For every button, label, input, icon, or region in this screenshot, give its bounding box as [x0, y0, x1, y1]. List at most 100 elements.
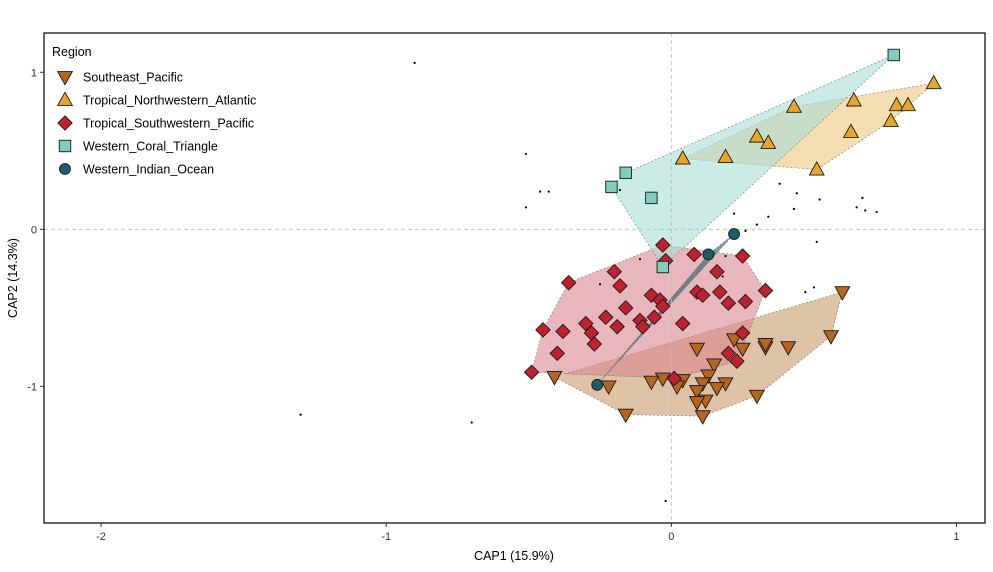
y-axis-title: CAP2 (14.3%) — [6, 238, 20, 318]
legend-label-western-indian-ocean: Western_Indian_Ocean — [83, 163, 214, 177]
point-tropical-southwestern-pacific — [597, 309, 614, 326]
point-tropical-southwestern-pacific — [734, 248, 751, 264]
background-point — [618, 188, 622, 192]
point-southeast-pacific — [700, 369, 717, 384]
point-tropical-northwestern-atlantic — [899, 96, 917, 112]
point-tropical-southwestern-pacific — [709, 263, 725, 280]
point-tropical-southwestern-pacific — [606, 263, 623, 280]
point-tropical-southwestern-pacific — [549, 345, 566, 362]
point-tropical-southwestern-pacific — [655, 298, 671, 315]
point-western-indian-ocean — [591, 378, 604, 391]
background-point — [664, 499, 667, 503]
legend-key-tropical-southwestern-pacific — [57, 115, 73, 131]
point-western-coral-triangle — [887, 48, 900, 62]
point-tropical-southwestern-pacific — [712, 284, 728, 300]
point-tropical-southwestern-pacific — [555, 323, 571, 340]
point-southeast-pacific — [694, 377, 711, 392]
background-point — [299, 413, 302, 416]
point-southeast-pacific — [688, 396, 706, 411]
reference-lines — [44, 33, 985, 523]
point-tropical-southwestern-pacific — [586, 336, 603, 352]
background-point — [413, 61, 416, 64]
point-tropical-northwestern-atlantic — [808, 161, 825, 176]
point-tropical-southwestern-pacific — [635, 318, 651, 335]
x-tick-label: 1 — [953, 531, 959, 543]
y-tick-label: 1 — [31, 67, 37, 79]
point-southeast-pacific — [834, 286, 851, 301]
background-point — [638, 258, 642, 261]
point-southeast-pacific — [546, 371, 563, 386]
point-western-indian-ocean — [728, 228, 740, 240]
point-southeast-pacific — [643, 375, 660, 391]
point-tropical-southwestern-pacific — [674, 315, 691, 332]
point-tropical-southwestern-pacific — [757, 282, 774, 299]
point-tropical-southwestern-pacific — [612, 278, 628, 294]
point-tropical-southwestern-pacific — [655, 237, 671, 253]
background-point — [778, 182, 781, 185]
point-tropical-southwestern-pacific — [720, 295, 737, 311]
background-point — [724, 254, 727, 258]
point-western-coral-triangle — [619, 166, 632, 179]
legend-key-western-coral-triangle — [58, 139, 72, 153]
point-western-coral-triangle — [605, 180, 618, 194]
y-tick-label: -1 — [27, 381, 37, 393]
background-point — [804, 291, 807, 294]
background-point — [470, 421, 473, 424]
point-tropical-southwestern-pacific — [720, 345, 737, 362]
point-southeast-pacific — [822, 330, 840, 345]
point-tropical-southwestern-pacific — [560, 274, 577, 291]
data-points — [523, 48, 942, 425]
background-point — [815, 240, 818, 243]
background-point — [864, 209, 867, 212]
legend-title: Region — [52, 45, 92, 59]
point-tropical-northwestern-atlantic — [760, 134, 777, 149]
point-southeast-pacific — [705, 358, 723, 374]
point-southeast-pacific — [725, 333, 743, 348]
point-tropical-northwestern-atlantic — [748, 128, 765, 143]
legend-label-tropical-southwestern-pacific: Tropical_Southwestern_Pacific — [83, 117, 254, 131]
point-tropical-southwestern-pacific — [734, 325, 751, 341]
point-tropical-northwestern-atlantic — [785, 98, 803, 113]
background-point — [818, 198, 821, 201]
legend-label-southeast-pacific: Southeast_Pacific — [83, 71, 183, 85]
point-tropical-southwestern-pacific — [729, 353, 745, 370]
background-point — [875, 210, 878, 214]
point-tropical-southwestern-pacific — [686, 246, 702, 263]
axes: -2 -1 0 1 -1 0 1 — [27, 67, 959, 543]
point-southeast-pacific — [600, 380, 617, 395]
point-southeast-pacific — [757, 338, 774, 353]
x-tick-label: 0 — [668, 531, 674, 543]
point-southeast-pacific — [734, 342, 751, 358]
x-axis-title: CAP1 (15.9%) — [474, 549, 554, 563]
background-points — [299, 61, 878, 503]
point-tropical-southwestern-pacific — [609, 318, 625, 335]
point-tropical-northwestern-atlantic — [842, 123, 860, 138]
x-tick-label: -2 — [96, 531, 106, 543]
point-tropical-southwestern-pacific — [646, 309, 663, 326]
background-point — [524, 206, 528, 209]
point-tropical-northwestern-atlantic — [674, 150, 691, 165]
point-tropical-northwestern-atlantic — [925, 74, 942, 90]
point-tropical-southwestern-pacific — [737, 293, 754, 310]
point-southeast-pacific — [688, 385, 706, 400]
background-point — [524, 152, 528, 156]
background-point — [861, 196, 864, 200]
background-point — [795, 192, 798, 195]
legend-label-tropical-northwestern-atlantic: Tropical_Northwestern_Atlantic — [83, 94, 256, 108]
background-point — [755, 223, 758, 226]
point-southeast-pacific — [708, 382, 726, 397]
background-point — [855, 206, 858, 209]
point-tropical-northwestern-atlantic — [888, 96, 905, 112]
point-tropical-northwestern-atlantic — [717, 148, 734, 163]
background-point — [792, 207, 796, 210]
point-tropical-southwestern-pacific — [666, 370, 682, 387]
legend-key-tropical-northwestern-atlantic — [56, 91, 74, 106]
background-point — [744, 229, 747, 232]
point-southeast-pacific — [688, 342, 706, 358]
point-southeast-pacific — [617, 408, 634, 424]
point-southeast-pacific — [780, 341, 797, 356]
point-western-coral-triangle — [645, 191, 658, 205]
point-tropical-northwestern-atlantic — [845, 91, 862, 107]
background-point — [732, 212, 736, 215]
background-point — [721, 275, 724, 278]
